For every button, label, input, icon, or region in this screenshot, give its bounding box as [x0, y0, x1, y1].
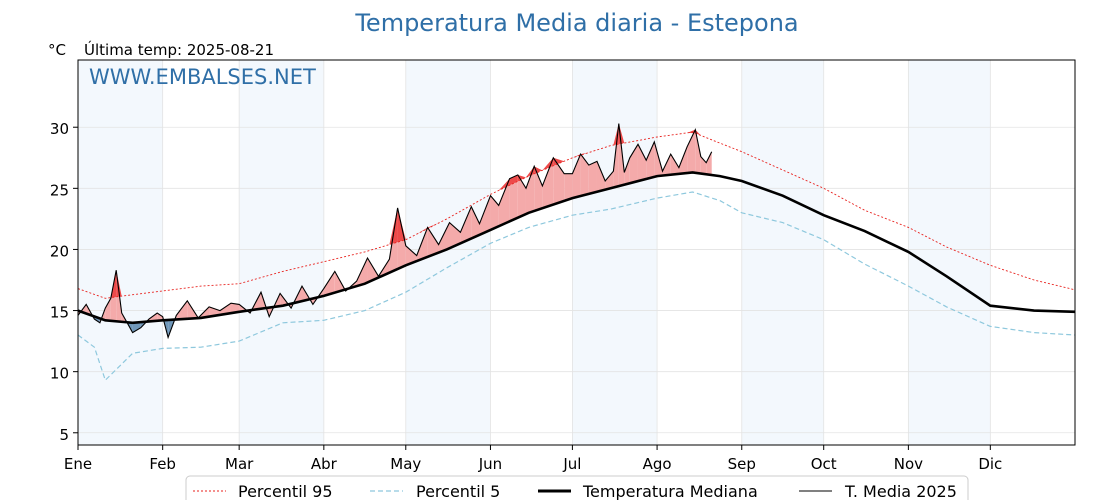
- anomaly-fill-segment: [572, 154, 581, 199]
- unit-label: °C: [48, 41, 66, 59]
- x-tick-label-May: May: [390, 455, 421, 473]
- last-temp-subtitle: Última temp: 2025-08-21: [84, 40, 274, 59]
- x-tick-label-Jul: Jul: [562, 455, 581, 473]
- anomaly-fill-segment: [230, 303, 240, 314]
- y-tick-label-10: 10: [50, 365, 69, 383]
- series-percentil-95-line: [77, 131, 1076, 299]
- extreme-fill-segment: [553, 157, 565, 166]
- anomaly-fill-segment: [637, 144, 647, 182]
- series-t-media-2025-line: [77, 123, 713, 340]
- extreme-fill-segment: [389, 207, 398, 245]
- anomaly-fill-segment: [670, 154, 679, 175]
- anomaly-fill-segment: [700, 156, 707, 175]
- month-shading: [78, 60, 991, 445]
- x-tick-label-Nov: Nov: [894, 455, 923, 473]
- month-band-5: [908, 60, 991, 445]
- y-tick-label-25: 25: [50, 181, 69, 199]
- anomaly-fill-segment: [449, 222, 461, 249]
- x-tick-label-Ago: Ago: [643, 455, 672, 473]
- anomaly-fill-segment: [695, 129, 701, 174]
- month-band-0: [78, 60, 163, 445]
- legend: Percentil 95 Percentil 5 Temperatura Med…: [185, 475, 969, 500]
- anomaly-fill-segment: [596, 161, 606, 192]
- anomaly-fill-segment: [534, 166, 543, 211]
- y-tick-label-5: 5: [59, 426, 69, 444]
- legend-p95-label: Percentil 95: [238, 482, 333, 500]
- anomaly-fill-segment: [629, 144, 638, 184]
- anomaly-fill-segment: [646, 141, 655, 179]
- anomaly-fill-segment: [356, 258, 368, 287]
- anomaly-fill-segment: [706, 151, 712, 176]
- x-tick-label-Dic: Dic: [978, 455, 1002, 473]
- series-lines: [77, 123, 1076, 382]
- extreme-fill-segment: [542, 157, 554, 171]
- x-tick-label-Jun: Jun: [478, 455, 502, 473]
- anomaly-fill-segment: [157, 313, 163, 321]
- anomaly-fill-segment: [605, 171, 614, 190]
- anomaly-fill-segment: [405, 245, 417, 266]
- anomaly-fill-segment: [479, 195, 491, 235]
- anomaly-fill-segment: [132, 322, 141, 333]
- y-axis: 5 10 15 20 25 30: [50, 120, 78, 444]
- x-tick-label-Sep: Sep: [728, 455, 756, 473]
- anomaly-fill-segment: [564, 173, 573, 201]
- legend-p5-label: Percentil 5: [416, 482, 500, 500]
- legend-box: [185, 475, 969, 500]
- month-band-3: [572, 60, 658, 445]
- chart-title: Temperatura Media diaria - Estepona: [354, 9, 798, 37]
- watermark-text: WWW.EMBALSES.NET: [89, 65, 316, 89]
- anomaly-fill-segment: [509, 174, 518, 222]
- series-temperatura-mediana-line: [77, 171, 1076, 325]
- extreme-fill-segment: [695, 129, 701, 136]
- extreme-fill-segment: [517, 174, 526, 182]
- anomaly-fill-segment: [460, 206, 472, 244]
- anomaly-fill-segment: [687, 129, 696, 174]
- extreme-fill-segment: [498, 178, 510, 191]
- x-tick-label-Abr: Abr: [311, 455, 338, 473]
- anomaly-fill-segment: [176, 300, 188, 320]
- legend-current-label: T. Media 2025: [844, 482, 957, 500]
- extreme-fill-segment: [525, 166, 535, 178]
- anomaly-fill-segment: [105, 298, 111, 321]
- plot-frame: [77, 59, 1076, 446]
- x-tick-label-Oct: Oct: [811, 455, 837, 473]
- x-tick-label-Feb: Feb: [149, 455, 176, 473]
- extreme-fill-segment: [509, 174, 518, 186]
- anomaly-fill-segment: [323, 271, 335, 296]
- anomaly-fill-segment: [525, 166, 535, 214]
- anomaly-fill-segment: [367, 258, 379, 283]
- y-tick-label-20: 20: [50, 242, 69, 260]
- x-axis: Ene Feb Mar Abr May Jun Jul Ago Sep Oct Nov Dic: [64, 445, 1002, 473]
- series-percentil-5-line: [77, 191, 1076, 382]
- anomaly-fill-segment: [498, 178, 510, 227]
- extreme-fill-segment: [416, 227, 428, 235]
- month-band-1: [239, 60, 324, 445]
- anomaly-fill-segment: [588, 161, 597, 194]
- anomaly-fill-segment: [553, 157, 565, 205]
- month-band-4: [741, 60, 824, 445]
- y-tick-label-15: 15: [50, 304, 69, 322]
- anomaly-fill-segment: [542, 157, 554, 209]
- x-tick-label-Ene: Ene: [64, 455, 92, 473]
- anomaly-fill-segment: [580, 154, 589, 197]
- anomaly-fill-segment: [471, 206, 480, 239]
- anomaly-fill-segment: [427, 227, 439, 257]
- anomaly-fill-segment: [678, 146, 688, 174]
- anomaly-fill-segment: [624, 157, 630, 185]
- anomaly-fill-segment: [438, 222, 450, 253]
- x-tick-label-Mar: Mar: [225, 455, 254, 473]
- anomaly-fill-segment: [220, 303, 231, 315]
- anomaly-fill-segment: [490, 195, 499, 230]
- legend-median-label: Temperatura Mediana: [582, 482, 758, 500]
- y-tick-label-30: 30: [50, 120, 69, 138]
